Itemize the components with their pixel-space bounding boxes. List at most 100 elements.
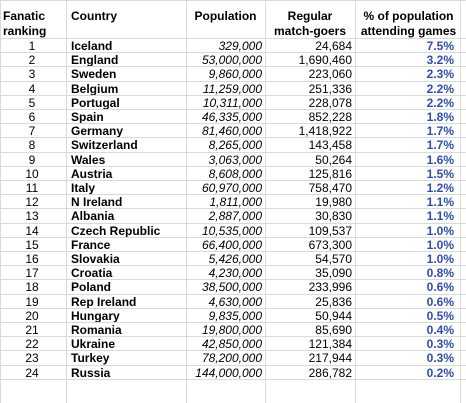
country-cell: Belgium [71,82,119,96]
grid-line [355,0,356,403]
rank-cell: 23 [25,351,39,365]
population-cell: 53,000,000 [201,53,262,67]
table-row: 16 Slovakia 5,426,000 54,570 1.0% [0,252,466,266]
regular-cell: 143,458 [308,138,352,152]
rank-cell: 1 [28,39,36,53]
regular-cell: 1,690,460 [298,53,352,67]
grid-line [0,350,466,351]
regular-cell: 852,228 [308,110,352,124]
grid-line [186,0,187,403]
country-cell: Portugal [71,96,120,110]
population-cell: 5,426,000 [208,252,262,266]
country-cell: Switzerland [71,138,138,152]
population-cell: 4,630,000 [208,295,262,309]
percent-cell: 0.3% [426,351,454,365]
regular-cell: 85,690 [315,323,352,337]
regular-cell: 50,264 [315,153,352,167]
rank-cell: 17 [25,266,39,280]
table-row: 10 Austria 8,608,000 125,816 1.5% [0,167,466,181]
rank-cell: 24 [25,366,39,380]
grid-line [0,38,466,39]
population-cell: 9,860,000 [208,67,262,81]
header-country: Country [71,9,117,23]
percent-cell: 0.6% [426,280,454,294]
grid-line [0,322,466,323]
country-cell: Russia [71,366,111,380]
percent-cell: 1.0% [426,224,454,238]
regular-cell: 109,537 [308,224,352,238]
table-row: 20 Hungary 9,835,000 50,944 0.5% [0,309,466,323]
grid-line [0,152,466,153]
header-regular-line1: Regular [287,9,333,23]
country-cell: France [71,238,111,252]
regular-cell: 54,570 [315,252,352,266]
country-cell: Slovakia [71,252,120,266]
table-row: 22 Ukraine 42,850,000 121,384 0.3% [0,337,466,351]
regular-cell: 125,816 [308,167,352,181]
regular-cell: 758,470 [308,181,352,195]
percent-cell: 1.7% [426,138,454,152]
rank-cell: 7 [28,124,36,138]
regular-cell: 286,782 [308,366,352,380]
table-row: 19 Rep Ireland 4,630,000 25,836 0.6% [0,295,466,309]
table-row: 5 Portugal 10,311,000 228,078 2.2% [0,96,466,110]
percent-cell: 0.5% [426,309,454,323]
population-cell: 19,800,000 [201,323,262,337]
population-cell: 8,265,000 [208,138,262,152]
population-cell: 10,535,000 [201,224,262,238]
table-row: 2 England 53,000,000 1,690,460 3.2% [0,53,466,67]
population-cell: 2,887,000 [208,209,262,223]
population-cell: 3,063,000 [208,153,262,167]
header-percent-line1: % of population [363,9,454,23]
rank-cell: 2 [28,53,36,67]
percent-cell: 0.4% [426,323,454,337]
header-percent: % of population attending games [355,9,462,39]
rank-cell: 10 [25,167,39,181]
country-cell: Germany [71,124,124,138]
regular-cell: 30,830 [315,209,352,223]
grid-line [0,123,466,124]
header-rank-line2: ranking [3,24,47,38]
rank-cell: 9 [28,153,36,167]
country-cell: N Ireland [71,195,123,209]
regular-cell: 19,980 [315,195,352,209]
population-cell: 42,850,000 [201,337,262,351]
grid-line [66,0,67,403]
rank-cell: 3 [28,67,36,81]
grid-line [460,0,461,403]
population-cell: 11,259,000 [202,82,262,96]
grid-line [265,0,266,403]
grid-line [0,223,466,224]
table-row: 21 Romania 19,800,000 85,690 0.4% [0,323,466,337]
percent-cell: 7.5% [426,39,454,53]
rank-cell: 21 [25,323,39,337]
grid-line [0,308,466,309]
population-cell: 1,811,000 [209,195,263,209]
country-cell: Rep Ireland [71,295,137,309]
percent-cell: 0.8% [426,266,454,280]
percent-cell: 1.0% [426,238,454,252]
percent-cell: 0.6% [426,295,454,309]
grid-line [0,251,466,252]
rank-cell: 14 [25,224,39,238]
table-row: 12 N Ireland 1,811,000 19,980 1.1% [0,195,466,209]
grid-line [0,95,466,96]
regular-cell: 223,060 [308,67,352,81]
percent-cell: 1.7% [426,124,454,138]
table-row: 3 Sweden 9,860,000 223,060 2.3% [0,67,466,81]
regular-cell: 50,944 [315,309,352,323]
grid-line [0,336,466,337]
country-cell: Ukraine [71,337,116,351]
country-cell: Turkey [71,351,110,365]
population-cell: 38,500,000 [201,280,262,294]
rank-cell: 19 [25,295,39,309]
rank-cell: 13 [25,209,39,223]
rank-cell: 16 [25,252,39,266]
rank-cell: 20 [25,309,39,323]
table-row: 9 Wales 3,063,000 50,264 1.6% [0,153,466,167]
grid-line [0,208,466,209]
rank-cell: 18 [25,280,39,294]
table-row: 1 Iceland 329,000 24,684 7.5% [0,39,466,53]
country-cell: Albania [71,209,115,223]
